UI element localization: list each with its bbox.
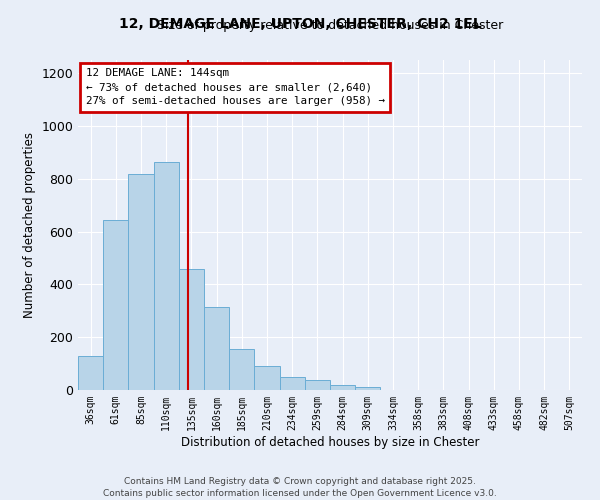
Bar [204,307,229,390]
Title: Size of property relative to detached houses in Chester: Size of property relative to detached ho… [157,20,503,32]
Bar [280,378,305,390]
Bar [154,162,179,390]
X-axis label: Distribution of detached houses by size in Chester: Distribution of detached houses by size … [181,436,479,448]
Bar [330,385,355,390]
Text: 12 DEMAGE LANE: 144sqm
← 73% of detached houses are smaller (2,640)
27% of semi-: 12 DEMAGE LANE: 144sqm ← 73% of detached… [86,68,385,106]
Bar [179,268,204,390]
Bar [355,387,380,390]
Bar [254,366,280,390]
Bar [128,174,154,390]
Bar [103,220,128,390]
Text: 12, DEMAGE LANE, UPTON, CHESTER, CH2 1EL: 12, DEMAGE LANE, UPTON, CHESTER, CH2 1EL [119,18,481,32]
Bar [78,356,103,390]
Bar [229,349,254,390]
Bar [305,380,330,390]
Text: Contains HM Land Registry data © Crown copyright and database right 2025.
Contai: Contains HM Land Registry data © Crown c… [103,476,497,498]
Y-axis label: Number of detached properties: Number of detached properties [23,132,36,318]
